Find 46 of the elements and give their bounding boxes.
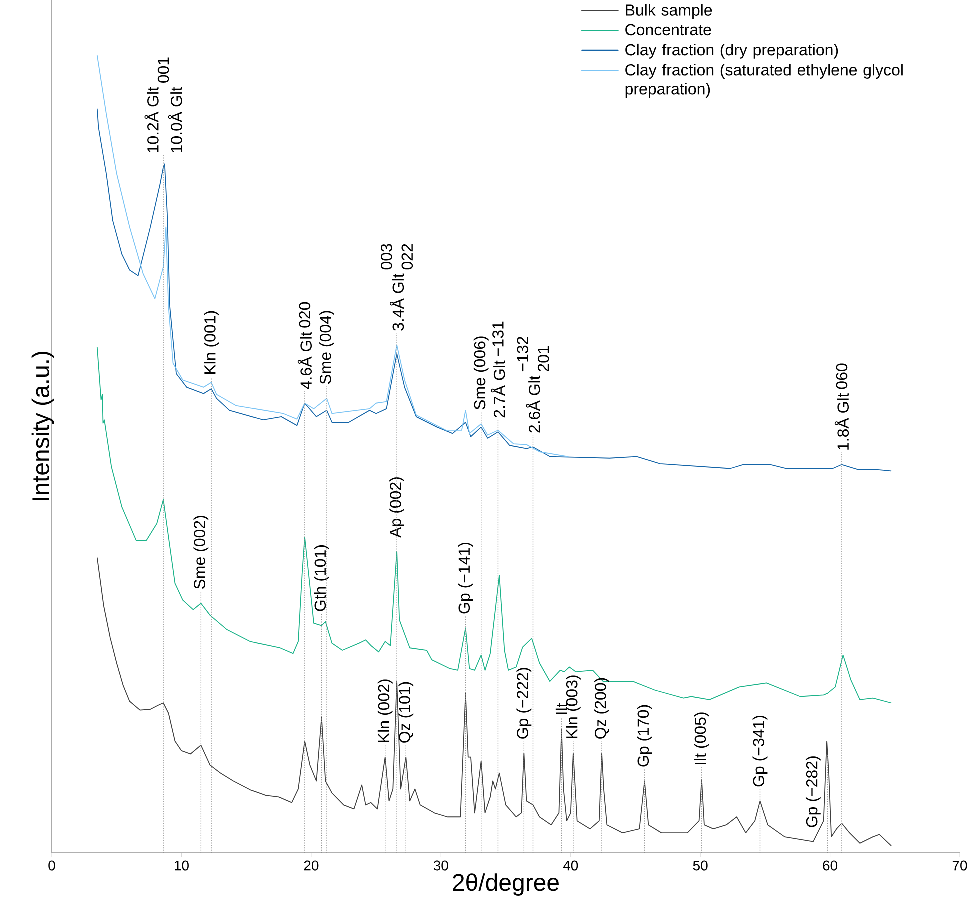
annotation: Gp (−282) — [806, 756, 821, 828]
annotation: 4.6Å Glt — [298, 332, 312, 390]
x-tick-label: 20 — [304, 860, 319, 871]
annotation: Gp (−222) — [516, 668, 532, 739]
annotation: Sme (002) — [194, 516, 209, 590]
annotation: Qz (101) — [398, 682, 414, 743]
annotation: 020 — [299, 302, 311, 328]
annotation: Ilt (005) — [694, 712, 710, 764]
annotation: −132 — [517, 337, 529, 372]
annotation: Gp (170) — [637, 705, 652, 767]
annotation: 10.2Å Glt — [144, 87, 159, 152]
annotation: 10.0Å Glt — [168, 87, 182, 152]
x-tick-label: 0 — [48, 860, 56, 871]
x-tick-label: 70 — [952, 860, 968, 871]
annotation: Sme (004) — [320, 311, 334, 384]
annotation: 201 — [538, 346, 550, 372]
annotation: 022 — [402, 244, 414, 270]
legend-label: Clay fraction (saturated ethylene glycol preparation) — [626, 64, 903, 98]
annotation: Gp (−341) — [752, 716, 768, 787]
annotation: Ap (002) — [390, 478, 405, 538]
annotation: 2.6Å Glt — [526, 376, 540, 433]
annotation: 1.8Å Glt — [834, 393, 850, 450]
annotation: 060 — [836, 364, 848, 390]
legend-label: Bulk sample — [626, 4, 712, 20]
annotation: Sme (006) — [474, 336, 489, 410]
x-tick-label: 30 — [434, 860, 448, 871]
x-axis-title: 2θ/degree — [453, 874, 559, 896]
annotation: Gp (−141) — [458, 543, 474, 614]
legend-label: Clay fraction (dry preparation) — [626, 44, 838, 59]
annotation: 001 — [158, 58, 170, 83]
annotation: Kln (001) — [204, 311, 219, 374]
annotation: Qz (200) — [594, 678, 610, 739]
x-tick-label: 10 — [174, 860, 189, 871]
annotation: Gth (101) — [314, 546, 330, 612]
annotation: 003 — [381, 244, 392, 270]
x-tick-label: 60 — [823, 860, 838, 871]
annotation: Kln (002) — [378, 680, 393, 742]
annotation: Kln (003) — [566, 676, 581, 738]
annotation: −131 — [492, 322, 504, 356]
annotation: 3.4Å Glt — [390, 274, 404, 331]
annotation: Ilt — [556, 703, 568, 714]
legend-label: Concentrate — [626, 24, 712, 36]
annotation: 2.7Å Glt — [491, 360, 506, 418]
x-tick-label: 40 — [563, 860, 578, 871]
x-tick-label: 50 — [693, 860, 708, 871]
y-axis-title: Intensity (a.u.) — [32, 352, 54, 500]
